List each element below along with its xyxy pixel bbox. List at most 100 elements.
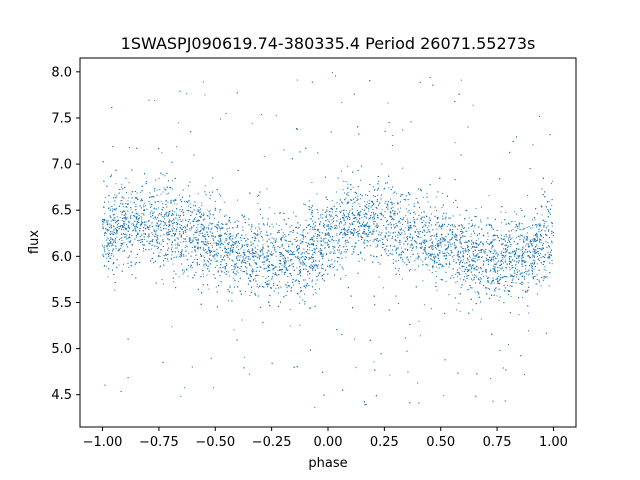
data-point [349,223,351,224]
data-point [219,211,221,213]
data-point [231,269,233,271]
data-point [332,248,334,250]
data-point [184,247,186,249]
data-point [246,243,248,245]
data-point [290,260,292,262]
data-point [172,230,174,232]
data-point [238,243,240,244]
data-point [280,240,282,242]
data-point [254,240,256,241]
data-point [536,293,538,295]
data-point [116,232,118,234]
data-point [551,182,552,184]
data-point [104,213,106,215]
data-point [318,275,320,277]
data-point [352,211,354,213]
data-point [423,239,425,241]
data-point [182,211,184,213]
data-point [113,213,115,215]
data-point [419,335,421,337]
data-point [331,211,333,213]
data-point [173,203,175,205]
data-point [351,213,353,215]
data-point [128,197,130,199]
data-point [306,252,308,254]
data-point [106,237,108,239]
data-point [548,209,550,211]
data-point [507,237,509,239]
data-point [209,252,211,254]
data-point [270,254,272,256]
data-point [331,200,333,202]
data-point [247,238,249,240]
data-point [459,264,460,266]
data-point [405,221,407,223]
data-point [368,210,370,212]
data-point [345,210,347,212]
data-point [229,252,231,254]
data-point [536,279,538,280]
data-point [111,233,113,235]
data-point [241,244,243,246]
data-point [181,253,182,254]
data-point [245,263,247,264]
data-point [368,231,370,233]
data-point [383,287,385,289]
data-point [463,265,465,267]
data-point [302,260,304,262]
data-point [354,229,356,231]
data-point [347,183,349,185]
data-point [414,211,416,213]
data-point [463,248,465,250]
data-point [121,239,123,241]
data-point [205,185,207,187]
data-point [135,236,137,238]
data-point [327,233,329,235]
data-point [297,227,299,229]
data-point [143,214,145,216]
data-point [546,227,547,229]
data-point [448,254,450,256]
data-point [176,226,178,228]
data-point [539,241,541,243]
data-point [127,226,129,228]
data-point [102,225,104,227]
data-point [123,263,124,265]
data-point [216,244,218,246]
data-point [293,266,294,268]
data-point [473,254,475,256]
data-point [432,245,433,247]
data-point [551,263,553,265]
data-point [527,251,528,253]
data-point [489,378,491,380]
data-point [501,250,503,252]
data-point [518,260,520,262]
data-point [545,269,547,271]
data-point [151,210,153,212]
data-point [160,265,161,267]
data-point [475,246,477,248]
data-point [436,240,438,242]
data-point [137,233,139,235]
data-point [416,228,418,230]
data-point [436,232,438,234]
data-point [208,215,210,217]
data-point [235,237,236,239]
data-point [164,175,166,177]
data-point [466,230,468,232]
data-point [240,255,242,256]
data-point [378,276,380,278]
data-point [333,265,335,267]
data-point [212,235,214,237]
data-point [431,308,432,310]
data-point [204,94,206,96]
data-point [262,276,264,277]
data-point [324,247,326,248]
data-point [471,247,473,249]
data-point [501,222,503,224]
data-point [516,255,518,257]
data-point [395,235,397,237]
data-point [498,267,500,269]
data-point [160,235,162,237]
